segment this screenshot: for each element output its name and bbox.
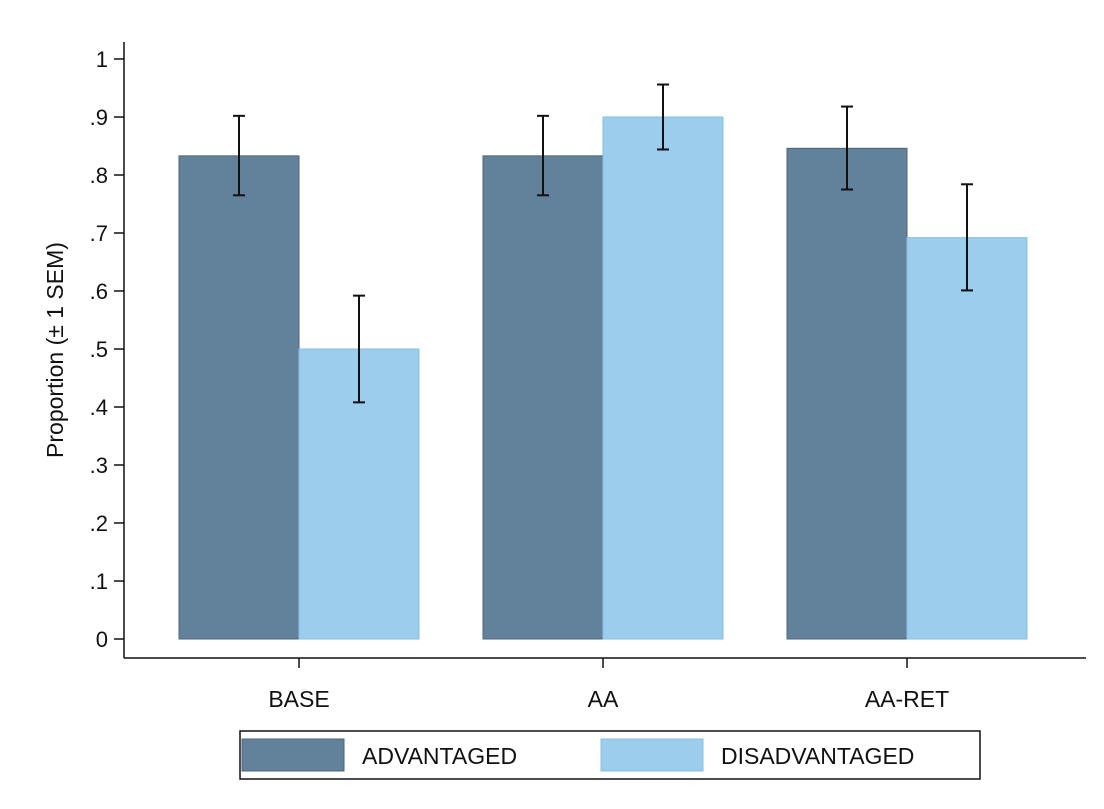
y-tick-label: .6 (90, 279, 108, 304)
legend-swatch (600, 738, 704, 772)
bars (178, 116, 1028, 640)
y-tick-label: .5 (90, 337, 108, 362)
y-tick-label: 0 (96, 627, 108, 652)
y-tick-label: 1 (96, 47, 108, 72)
y-tick-label: .9 (90, 105, 108, 130)
legend-swatch (241, 738, 345, 772)
y-axis-label: Proportion (± 1 SEM) (42, 242, 68, 458)
legend-label: DISADVANTAGED (721, 743, 914, 769)
legend-label: ADVANTAGED (362, 743, 517, 769)
bar (482, 155, 604, 640)
bar (602, 116, 724, 640)
error-bars (233, 83, 973, 404)
y-tick-label: .4 (90, 395, 108, 420)
y-tick-label: .7 (90, 221, 108, 246)
legend: ADVANTAGED DISADVANTAGED (239, 730, 981, 780)
y-tick-label: .3 (90, 453, 108, 478)
x-tick-label: BASE (268, 686, 329, 712)
y-axis: 0 .1 .2 .3 .4 .5 .6 .7 .8 .9 1 (90, 42, 125, 658)
x-axis: BASE AA AA-RET (124, 657, 1086, 712)
y-tick-label: .2 (90, 511, 108, 536)
y-tick-label: .8 (90, 163, 108, 188)
bar (786, 147, 908, 640)
x-tick-label: AA-RET (865, 686, 949, 712)
bar (178, 155, 300, 640)
bar (906, 237, 1028, 640)
y-tick-label: .1 (90, 569, 108, 594)
x-tick-label: AA (588, 686, 619, 712)
